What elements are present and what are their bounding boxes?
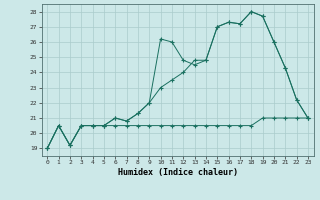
X-axis label: Humidex (Indice chaleur): Humidex (Indice chaleur) [118, 168, 237, 177]
